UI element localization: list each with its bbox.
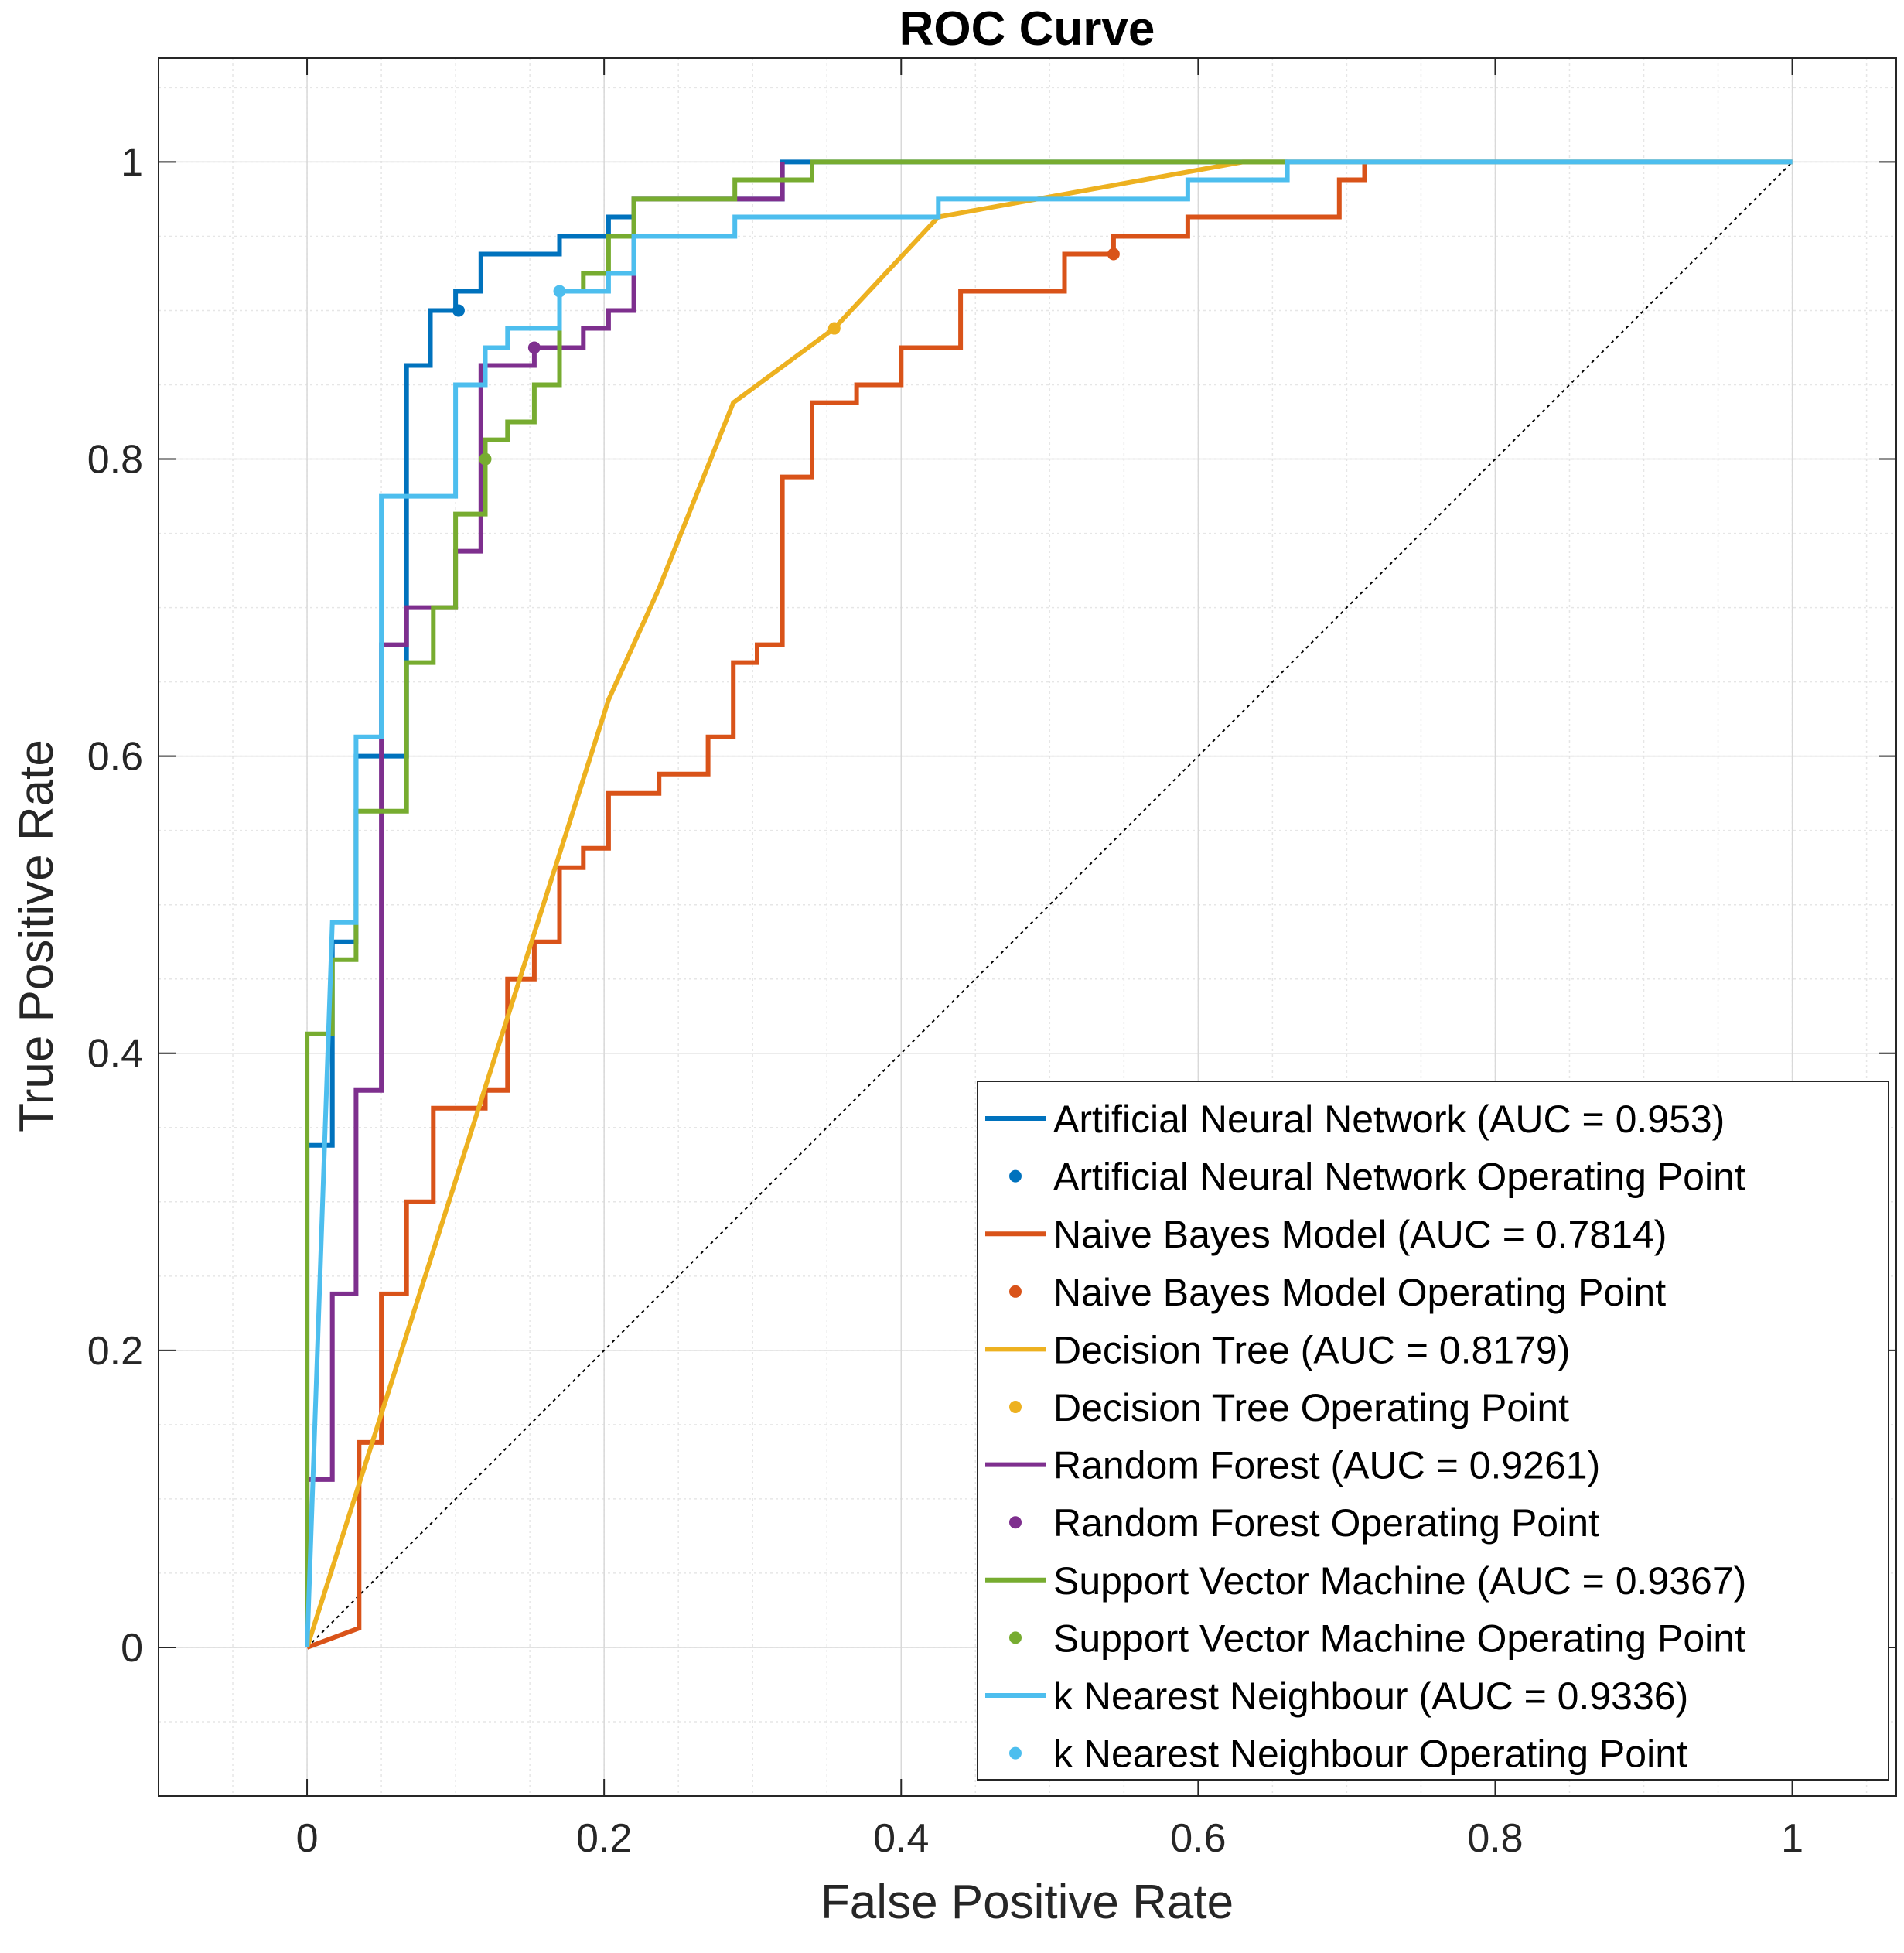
legend-entry: Decision Tree Operating Point [1053,1386,1569,1429]
legend-marker [1009,1516,1022,1529]
x-tick-label: 0.6 [1170,1816,1226,1861]
y-tick-label: 0.6 [87,735,143,780]
reference-line [306,161,1793,1648]
operating-point-marker [1107,248,1120,261]
y-axis-label: True Positive Rate [10,739,63,1132]
legend-entry: Random Forest Operating Point [1053,1501,1599,1545]
y-tick-label: 0.2 [87,1329,143,1374]
roc-series-line [305,159,1793,1648]
legend: Artificial Neural Network (AUC = 0.953) A… [977,1081,1889,1781]
x-tick-labels: 0 0.2 0.4 0.6 0.8 1 [296,1816,1803,1861]
x-tick-label: 0.2 [576,1816,632,1861]
legend-marker [1009,1631,1022,1644]
plot-frame [158,57,1897,1797]
y-tick-label: 0 [121,1626,143,1671]
legend-entry: Naive Bayes Model Operating Point [1053,1271,1666,1314]
series-layer [305,159,1793,1650]
diagonal-reference [306,161,1793,1648]
legend-entry: Support Vector Machine Operating Point [1053,1617,1745,1660]
y-tick-label: 0.8 [87,438,143,483]
x-tick-label: 0 [296,1816,319,1861]
chart-title: ROC Curve [899,2,1155,56]
y-tick-labels: 0 0.2 0.4 0.6 0.8 1 [87,140,143,1671]
legend-marker [1009,1169,1022,1183]
operating-points [452,248,1120,466]
y-tick-label: 0.4 [87,1032,143,1077]
legend-marker [1009,1401,1022,1413]
x-tick-label: 1 [1781,1816,1803,1861]
legend-marker [1009,1746,1022,1760]
operating-point-marker [553,285,566,298]
legend-entry: Artificial Neural Network (AUC = 0.953) [1053,1098,1725,1141]
x-axis-label: False Positive Rate [821,1876,1234,1929]
operating-point-marker [527,341,541,354]
legend-entry: k Nearest Neighbour Operating Point [1053,1733,1687,1776]
legend-marker [1009,1285,1022,1298]
x-tick-label: 0.8 [1467,1816,1523,1861]
operating-point-marker [827,322,841,335]
legend-entry: Decision Tree (AUC = 0.8179) [1053,1328,1570,1371]
operating-point-marker [479,452,492,466]
legend-entry: Support Vector Machine (AUC = 0.9367) [1053,1559,1746,1603]
legend-box [977,1081,1889,1781]
operating-point-marker [452,304,465,317]
legend-entry: Random Forest (AUC = 0.9261) [1053,1444,1600,1487]
x-tick-label: 0.4 [873,1816,929,1861]
legend-entry: Naive Bayes Model (AUC = 0.7814) [1053,1213,1667,1256]
roc-series-line [306,162,1367,1650]
legend-entry: Artificial Neural Network Operating Poin… [1053,1156,1745,1199]
legend-entry: k Nearest Neighbour (AUC = 0.9336) [1053,1675,1688,1718]
y-tick-label: 1 [121,140,143,185]
tick-marks [159,58,1896,1796]
